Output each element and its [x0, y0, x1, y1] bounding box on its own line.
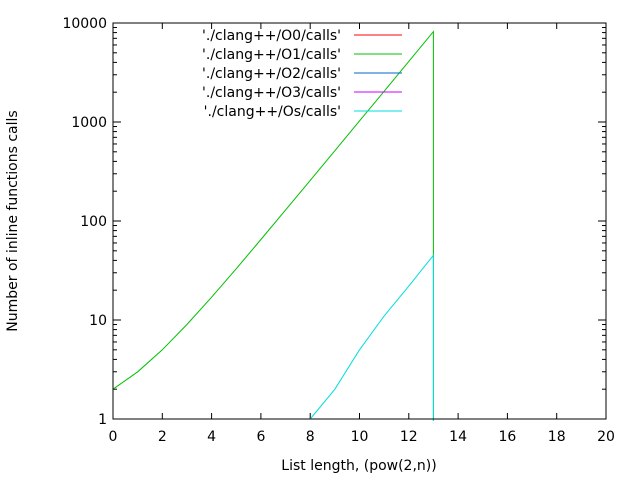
series-line-4	[309, 253, 434, 421]
x-tick-label: 20	[597, 429, 615, 445]
legend-label: './clang++/O1/calls'	[202, 47, 341, 63]
legend: './clang++/O0/calls' './clang++/O1/calls'…	[202, 28, 402, 120]
x-axis-label: List length, (pow(2,n))	[281, 458, 436, 474]
y-tick-label: 10000	[62, 16, 107, 32]
x-tick-label: 0	[109, 429, 118, 445]
x-tick-label: 16	[498, 429, 516, 445]
y-tick-label: 10	[89, 313, 107, 329]
x-tick-label: 8	[306, 429, 315, 445]
y-tick-label: 1	[98, 412, 107, 428]
x-tick-label: 6	[256, 429, 265, 445]
x-tick-label: 14	[449, 429, 467, 445]
y-axis-label: Number of inline functions calls	[5, 110, 21, 331]
y-tick-label: 1000	[71, 115, 107, 131]
plot-frame	[112, 22, 607, 420]
x-tick-label: 4	[207, 429, 216, 445]
x-tick-label: 10	[351, 429, 369, 445]
ticks: 0 2 4 6 8 10 12 14 16 18 20 1 10 100 1000 10000	[62, 16, 614, 445]
x-tick-label: 2	[158, 429, 167, 445]
legend-label: './clang++/O3/calls'	[202, 85, 341, 101]
legend-label: './clang++/O0/calls'	[202, 28, 341, 44]
series-line-3	[112, 30, 434, 421]
x-tick-label: 12	[400, 429, 418, 445]
legend-label: './clang++/Os/calls'	[204, 104, 341, 120]
legend-label: './clang++/O2/calls'	[202, 66, 341, 82]
x-tick-label: 18	[548, 429, 566, 445]
series-lines	[112, 30, 434, 421]
y-tick-label: 100	[80, 214, 107, 230]
